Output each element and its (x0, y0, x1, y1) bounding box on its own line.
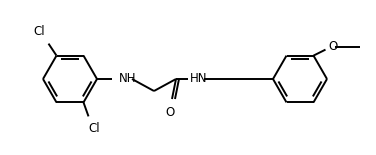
Text: O: O (165, 106, 174, 119)
Text: Cl: Cl (89, 122, 100, 135)
Text: O: O (329, 40, 338, 53)
Text: NH: NH (119, 73, 136, 86)
Text: Cl: Cl (34, 25, 45, 38)
Text: HN: HN (190, 73, 208, 86)
